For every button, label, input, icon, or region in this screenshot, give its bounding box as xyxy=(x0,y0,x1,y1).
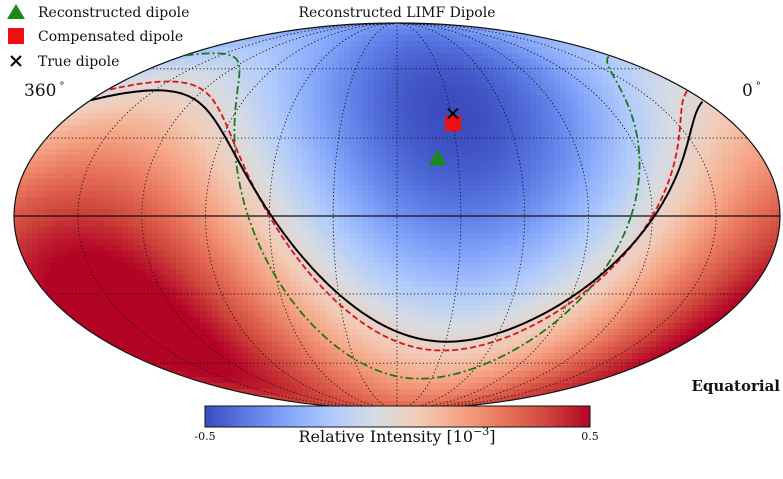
legend-x-icon xyxy=(10,55,22,67)
true-dipole-horizon-line xyxy=(90,89,704,343)
chart-title: Reconstructed LIMF Dipole xyxy=(299,5,496,21)
meridian-line xyxy=(268,23,398,409)
true-dipole-marker xyxy=(447,107,459,120)
legend-label-compensated: Compensated dipole xyxy=(38,29,183,45)
colorbar-gradient xyxy=(204,405,591,428)
compensated-dipole-marker xyxy=(445,115,461,132)
colorbar-label: Relative Intensity [10−3] xyxy=(298,425,495,446)
legend-triangle-icon xyxy=(7,4,25,19)
meridian-line xyxy=(332,23,398,409)
legend-label-true: True dipole xyxy=(38,54,119,70)
compensated-dipole-horizon-line xyxy=(108,80,688,352)
legend-square-icon xyxy=(8,28,24,44)
meridian-line xyxy=(396,23,526,409)
meridian-line xyxy=(77,23,398,409)
colorbar-max-label: 0.5 xyxy=(581,430,599,443)
colorbar: -0.5 0.5 Relative Intensity [10−3] xyxy=(194,405,599,446)
frame-label: Equatorial xyxy=(692,377,781,395)
reconstructed-dipole-horizon-line xyxy=(184,52,641,380)
dipole-horizon-curves xyxy=(90,52,704,380)
dipole-markers xyxy=(428,107,461,166)
legend: Reconstructed dipole Compensated dipole … xyxy=(7,4,189,70)
reconstructed-dipole-marker xyxy=(428,149,447,166)
colorbar-min-label: -0.5 xyxy=(194,430,215,443)
intensity-heatmap xyxy=(14,23,780,409)
ra-label-0: 0 ° xyxy=(742,81,761,101)
legend-label-reconstructed: Reconstructed dipole xyxy=(38,5,189,21)
graticule-grid xyxy=(14,23,780,409)
meridian-line xyxy=(205,23,398,409)
ra-label-360: 360 ° xyxy=(24,81,64,101)
